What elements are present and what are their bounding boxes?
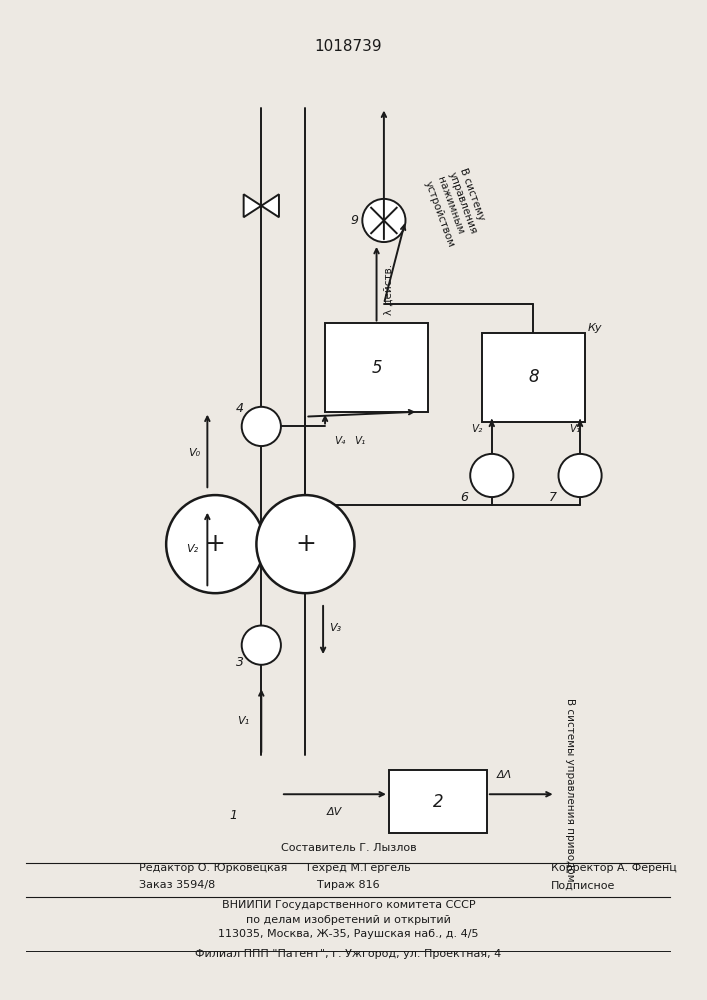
Text: V₄: V₄ xyxy=(334,436,346,446)
Circle shape xyxy=(470,454,513,497)
Text: V₀: V₀ xyxy=(189,448,201,458)
Circle shape xyxy=(559,454,602,497)
Text: 1018739: 1018739 xyxy=(315,39,382,54)
Text: В системы управления приводом: В системы управления приводом xyxy=(566,698,575,881)
Text: 5: 5 xyxy=(371,359,382,377)
Text: 3: 3 xyxy=(235,656,244,669)
Text: 1: 1 xyxy=(230,809,238,822)
Text: ΔΛ: ΔΛ xyxy=(497,770,512,780)
Bar xyxy=(482,333,585,422)
Bar xyxy=(389,770,487,833)
Text: Техред М.Гергель: Техред М.Гергель xyxy=(305,863,411,873)
Circle shape xyxy=(242,626,281,665)
Polygon shape xyxy=(262,194,279,217)
Text: Подписное: Подписное xyxy=(551,880,615,890)
Text: 4: 4 xyxy=(235,402,244,415)
Text: 8: 8 xyxy=(528,368,539,386)
Text: Филиал ППП "Патент", г. Ужгород, ул. Проектная, 4: Филиал ППП "Патент", г. Ужгород, ул. Про… xyxy=(195,949,502,959)
Circle shape xyxy=(362,199,406,242)
Circle shape xyxy=(242,407,281,446)
Text: 6: 6 xyxy=(460,491,468,504)
Text: Корректор А. Ференц: Корректор А. Ференц xyxy=(551,863,677,873)
Circle shape xyxy=(166,495,264,593)
Text: +: + xyxy=(295,532,316,556)
Text: Составитель Г. Лызлов: Составитель Г. Лызлов xyxy=(281,843,416,853)
Text: Редактор О. Юрковецкая: Редактор О. Юрковецкая xyxy=(139,863,287,873)
Text: В систему
управления
нажимным
устройством: В систему управления нажимным устройство… xyxy=(423,167,491,248)
Text: V₁: V₁ xyxy=(570,424,580,434)
Text: +: + xyxy=(205,532,226,556)
Bar xyxy=(325,323,428,412)
Text: ВНИИПИ Государственного комитета СССР: ВНИИПИ Государственного комитета СССР xyxy=(222,900,475,910)
Text: V₃: V₃ xyxy=(329,623,341,633)
Text: λ действ.: λ действ. xyxy=(384,264,394,315)
Circle shape xyxy=(257,495,354,593)
Text: V₁: V₁ xyxy=(354,436,365,446)
Text: 7: 7 xyxy=(549,491,556,504)
Text: V₂: V₂ xyxy=(187,544,199,554)
Text: 2: 2 xyxy=(433,793,443,811)
Text: Тираж 816: Тираж 816 xyxy=(317,880,380,890)
Text: по делам изобретений и открытий: по делам изобретений и открытий xyxy=(246,915,451,925)
Text: V₂: V₂ xyxy=(472,424,483,434)
Text: ΔV: ΔV xyxy=(326,807,341,817)
Polygon shape xyxy=(244,194,262,217)
Text: Заказ 3594/8: Заказ 3594/8 xyxy=(139,880,215,890)
Text: 9: 9 xyxy=(351,214,358,227)
Text: 113035, Москва, Ж-35, Раушская наб., д. 4/5: 113035, Москва, Ж-35, Раушская наб., д. … xyxy=(218,929,479,939)
Text: Ку: Ку xyxy=(588,323,602,333)
Text: V₁: V₁ xyxy=(238,716,250,726)
